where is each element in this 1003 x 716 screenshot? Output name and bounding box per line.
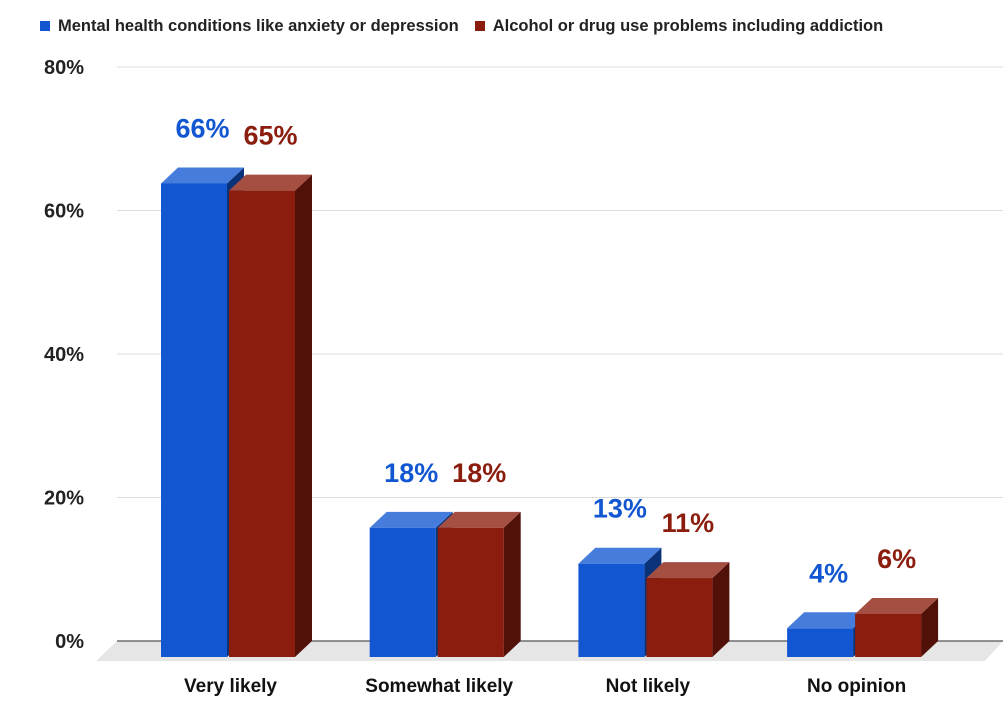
bar-top [787,612,871,629]
legend-label-mental-health: Mental health conditions like anxiety or… [58,16,459,35]
bar-top [369,511,453,528]
data-label: 6% [877,544,916,574]
bar-top [855,597,939,614]
x-category-label: Not likely [606,676,691,697]
bar [369,527,436,657]
bar-top [161,167,244,184]
data-label: 18% [452,458,506,488]
bar [229,190,295,657]
x-category-label: Very likely [184,676,277,697]
data-label: 65% [243,121,297,151]
y-tick-label: 40% [44,344,84,366]
bar-side [712,562,730,657]
legend-label-substance-use: Alcohol or drug use problems including a… [492,16,884,35]
chart-floor [96,641,1003,661]
bar [787,628,854,657]
bar [855,613,922,657]
bar-top [437,511,521,528]
legend-item-substance-use[interactable]: Alcohol or drug use problems including a… [474,16,884,36]
legend-item-mental-health[interactable]: Mental health conditions like anxiety or… [40,17,459,36]
bar [646,578,713,657]
bar-side [921,597,939,657]
bar-top [646,562,730,579]
legend-swatch-substance-use [474,21,485,31]
data-label: 18% [384,458,438,488]
data-label: 66% [175,113,229,143]
bar [161,183,227,657]
data-label: 11% [662,508,715,538]
bar-top [229,174,312,191]
y-tick-label: 20% [44,488,84,510]
bar-side [503,511,521,657]
bar-top [578,547,662,564]
bar [437,527,504,657]
x-category-label: Somewhat likely [365,676,513,697]
y-tick-label: 0% [55,631,84,653]
data-label: 4% [809,558,848,588]
x-category-label: No opinion [807,676,906,697]
bar-side [295,174,312,657]
y-tick-label: 80% [44,57,84,79]
bar [578,563,645,657]
data-label: 13% [593,494,647,524]
legend-swatch-mental-health [40,21,50,31]
chart-legend: Mental health conditions like anxiety or… [40,14,899,38]
y-tick-label: 60% [44,201,84,223]
